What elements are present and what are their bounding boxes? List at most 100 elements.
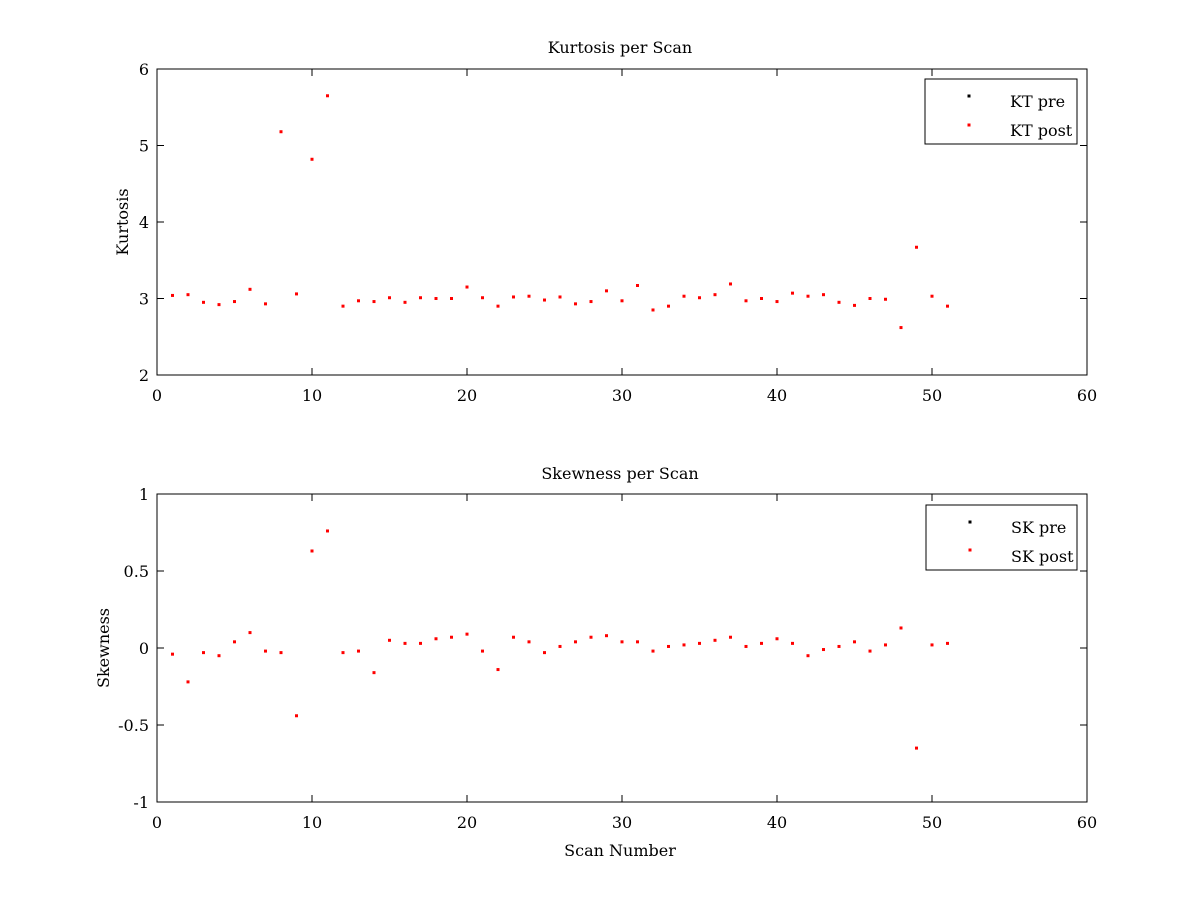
skewness-data-point: [233, 640, 236, 644]
kurtosis-data-point: [171, 293, 174, 297]
skewness-subplot: Skewness per Scan Skewness Scan Number 0…: [94, 464, 1097, 860]
kurtosis-data-point: [202, 300, 205, 304]
kurtosis-data-point: [264, 302, 267, 306]
skewness-data-point: [217, 654, 221, 658]
skewness-legend: SK pre SK post: [925, 504, 1078, 571]
skewness-data-point: [620, 640, 624, 644]
skewness-x-tick-label: 50: [922, 813, 942, 832]
skewness-data-point: [605, 634, 608, 638]
skewness-data-point: [884, 643, 887, 647]
skewness-data-point: [527, 640, 531, 644]
skewness-data-point: [264, 649, 267, 653]
kurtosis-legend-label-pre: KT pre: [1010, 92, 1065, 111]
kurtosis-data-point: [419, 296, 422, 300]
skewness-data-point: [574, 640, 577, 644]
kurtosis-ticks: 0 10 20 30 40 50 60 2 3 4 5 6: [139, 60, 1097, 405]
skewness-data-point: [202, 651, 205, 655]
skewness-data-point: [713, 638, 717, 642]
skewness-x-tick-label: 10: [302, 813, 322, 832]
skewness-data-point: [450, 635, 453, 639]
kurtosis-data-point: [682, 294, 686, 298]
skewness-data-point: [341, 651, 345, 655]
kurtosis-data-point: [791, 291, 794, 295]
kurtosis-legend: KT pre KT post: [924, 78, 1078, 145]
kurtosis-y-tick-label: 2: [139, 366, 149, 385]
skewness-x-tick-label: 40: [767, 813, 787, 832]
skewness-data-point: [186, 680, 190, 684]
kurtosis-data-point: [574, 302, 577, 306]
skewness-y-tick-label: -1: [133, 793, 149, 812]
kurtosis-data-point: [326, 94, 329, 98]
skewness-data-point: [822, 648, 825, 652]
skewness-legend-box: [925, 504, 1078, 571]
skewness-data-point: [651, 649, 655, 653]
skewness-y-tick-label: 0.5: [124, 562, 149, 581]
kurtosis-data-point: [496, 304, 500, 308]
kurtosis-data-point: [760, 297, 763, 300]
skewness-data-point: [558, 644, 562, 648]
skewness-title: Skewness per Scan: [541, 464, 698, 483]
skewness-x-axis-label: Scan Number: [564, 841, 676, 860]
skewness-data-point: [698, 641, 701, 645]
kurtosis-data-point: [667, 304, 670, 308]
skewness-y-axis-label: Skewness: [94, 608, 113, 688]
kurtosis-data-point: [357, 299, 360, 303]
kurtosis-data-point: [899, 326, 903, 330]
kurtosis-x-tick-label: 30: [612, 386, 632, 405]
kurtosis-points: [171, 94, 949, 330]
skewness-legend-label-pre: SK pre: [1011, 518, 1066, 537]
kurtosis-data-point: [884, 297, 887, 301]
kurtosis-data-point: [372, 300, 376, 304]
kurtosis-data-point: [341, 304, 345, 308]
skewness-x-tick-label: 20: [457, 813, 477, 832]
skewness-data-point: [481, 649, 484, 653]
skewness-data-point: [853, 640, 856, 644]
skewness-data-point: [372, 671, 376, 675]
kurtosis-data-point: [186, 293, 190, 297]
kurtosis-x-tick-label: 40: [767, 386, 787, 405]
skewness-data-point: [837, 644, 841, 648]
skewness-data-point: [682, 643, 686, 647]
skewness-data-point: [419, 641, 422, 645]
kurtosis-data-point: [295, 292, 298, 296]
skewness-legend-label-post: SK post: [1011, 547, 1074, 566]
skewness-data-point: [279, 651, 283, 655]
skewness-y-tick-label: -0.5: [118, 716, 149, 735]
skewness-x-tick-label: 0: [152, 813, 162, 832]
kurtosis-data-point: [806, 294, 810, 298]
kurtosis-x-tick-label: 50: [922, 386, 942, 405]
skewness-data-point: [806, 654, 810, 658]
skewness-data-point: [357, 649, 360, 653]
kurtosis-data-point: [946, 304, 949, 308]
skewness-data-point: [899, 626, 903, 630]
kurtosis-data-point: [636, 283, 639, 287]
skewness-data-point: [915, 746, 918, 750]
skewness-y-tick-label: 0: [139, 639, 149, 658]
kurtosis-data-point: [744, 299, 748, 303]
skewness-legend-marker-post: [968, 548, 972, 552]
kurtosis-data-point: [837, 300, 841, 304]
kurtosis-x-tick-label: 60: [1077, 386, 1097, 405]
skewness-data-point: [930, 643, 934, 647]
kurtosis-data-point: [481, 296, 484, 300]
kurtosis-data-point: [822, 293, 825, 297]
skewness-data-point: [310, 549, 314, 553]
kurtosis-data-point: [605, 289, 608, 293]
kurtosis-data-point: [620, 299, 624, 303]
kurtosis-x-tick-label: 10: [302, 386, 322, 405]
kurtosis-x-tick-label: 20: [457, 386, 477, 405]
skewness-data-point: [465, 632, 469, 636]
skewness-data-point: [295, 714, 298, 718]
kurtosis-data-point: [651, 308, 655, 312]
skewness-points: [171, 529, 949, 750]
skewness-data-point: [744, 644, 748, 648]
kurtosis-legend-label-post: KT post: [1010, 121, 1073, 140]
kurtosis-y-axis-label: Kurtosis: [113, 188, 132, 255]
skewness-data-point: [775, 637, 779, 641]
kurtosis-subplot: Kurtosis per Scan Kurtosis 0 10 20 30 40 50 60…: [113, 38, 1097, 405]
kurtosis-legend-marker-post: [967, 123, 971, 127]
skewness-data-point: [729, 635, 732, 639]
kurtosis-data-point: [729, 282, 732, 286]
skewness-data-point: [434, 637, 438, 641]
